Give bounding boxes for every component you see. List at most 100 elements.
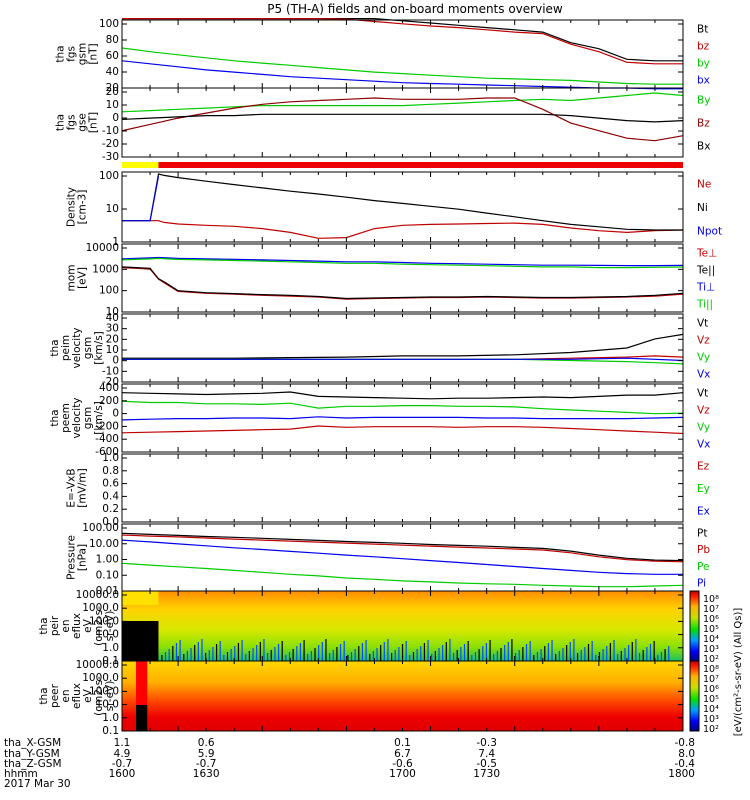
y-axis-label: tha bbox=[49, 409, 61, 426]
low-energy-stripe bbox=[252, 648, 254, 661]
y-tick-label: 0 bbox=[112, 112, 119, 124]
low-energy-stripe bbox=[234, 646, 236, 661]
low-energy-stripe bbox=[248, 651, 250, 661]
low-energy-stripe bbox=[613, 640, 615, 661]
low-energy-stripe bbox=[347, 655, 349, 661]
y-tick-label: 1000.0 bbox=[82, 602, 119, 614]
footer-value: -0.3 bbox=[476, 737, 497, 749]
y-tick-label: 1 bbox=[112, 236, 119, 248]
low-energy-stripe bbox=[267, 653, 269, 661]
footer-value: 0.1 bbox=[394, 737, 411, 749]
low-energy-stripe bbox=[358, 646, 360, 661]
legend-entry: Vt bbox=[697, 388, 708, 400]
low-energy-stripe bbox=[197, 642, 199, 661]
fgs_gse-series-line bbox=[121, 97, 684, 142]
y-axis-label: sr-eV) bbox=[104, 681, 116, 712]
colorbars: 10⁸10⁷10⁶10⁵10⁴10³10²10⁸10⁷10⁶10⁵10⁴10³1… bbox=[689, 590, 719, 735]
low-energy-stripe bbox=[427, 640, 429, 661]
mom_temp-series-line bbox=[121, 257, 684, 269]
footer-value: 5.9 bbox=[198, 748, 215, 760]
y-axis-label: eflux bbox=[71, 683, 83, 709]
low-energy-stripe bbox=[445, 642, 447, 661]
low-energy-stripe bbox=[296, 646, 298, 661]
peim_velocity-frame bbox=[121, 313, 684, 383]
y-axis-label: en bbox=[60, 689, 72, 702]
low-energy-stripe bbox=[230, 649, 232, 661]
efield-frame bbox=[121, 453, 684, 523]
y-tick-label: 20 bbox=[106, 333, 119, 345]
legend-entry: bz bbox=[697, 41, 710, 53]
colorbar-tick-label: 10⁵ bbox=[703, 624, 719, 635]
low-energy-stripe bbox=[372, 651, 374, 661]
low-energy-stripe bbox=[274, 647, 276, 661]
y-tick-label: 400 bbox=[99, 382, 119, 394]
footer-value: -0.7 bbox=[196, 758, 217, 770]
footer-row-label: hhmm bbox=[4, 768, 38, 780]
y-axis-label: eV bbox=[82, 688, 94, 702]
low-energy-stripe bbox=[332, 650, 334, 661]
low-energy-stripe bbox=[168, 649, 170, 661]
pressure-series-line bbox=[121, 534, 684, 563]
y-tick-label: 10 bbox=[106, 99, 119, 111]
mom_temp-series-line bbox=[121, 256, 684, 267]
low-energy-stripe bbox=[219, 641, 221, 661]
legend-entry: Te⊥ bbox=[696, 248, 717, 260]
colorbar-tick-label: 10⁶ bbox=[703, 684, 719, 695]
low-energy-stripe bbox=[452, 653, 455, 661]
y-axis-label: (cm2-s- bbox=[93, 676, 105, 716]
colorbar-label: [eV/(cm²-s-sr-eV) (All Qs)] bbox=[733, 608, 744, 737]
low-energy-stripe bbox=[270, 650, 272, 661]
low-energy-stripe bbox=[383, 642, 385, 661]
y-tick-label: 10 bbox=[106, 203, 119, 215]
low-energy-stripe bbox=[164, 652, 167, 661]
low-energy-stripe bbox=[390, 653, 393, 661]
peem_velocity-series-line bbox=[121, 391, 684, 400]
y-tick-label: 0.1 bbox=[102, 655, 119, 667]
y-tick-label: 200 bbox=[99, 395, 119, 407]
fgs_gsm_mag-series-line bbox=[122, 18, 683, 65]
y-tick-label: 20 bbox=[106, 86, 119, 98]
y-tick-label: 0.0 bbox=[102, 516, 119, 528]
low-energy-stripe bbox=[609, 643, 611, 661]
low-energy-stripe bbox=[183, 654, 185, 661]
high-energy-band bbox=[122, 591, 159, 605]
y-tick-label: 10 bbox=[106, 344, 119, 356]
low-energy-stripe bbox=[314, 648, 316, 661]
density-series-line bbox=[122, 220, 684, 239]
y-tick-label: 100 bbox=[99, 285, 119, 297]
density-series-line bbox=[122, 176, 160, 222]
low-energy-stripe bbox=[369, 654, 371, 661]
low-energy-stripe bbox=[500, 648, 502, 661]
low-energy-stripe bbox=[635, 639, 637, 661]
y-axis-label: sr-eV) bbox=[104, 611, 116, 642]
low-energy-stripe bbox=[471, 655, 473, 661]
footer-value: 1.1 bbox=[114, 737, 131, 749]
low-energy-stripe bbox=[412, 652, 415, 661]
low-energy-stripe bbox=[401, 644, 404, 661]
figure-title: P5 (TH-A) fields and on-board moments ov… bbox=[267, 2, 563, 16]
colorbar-tick-label: 10² bbox=[703, 654, 719, 665]
colorbar-tick-label: 10⁵ bbox=[703, 694, 719, 705]
low-energy-stripe bbox=[493, 654, 495, 661]
y-tick-label: 10000 bbox=[86, 242, 119, 254]
low-energy-stripe bbox=[511, 639, 513, 661]
low-energy-stripe bbox=[540, 649, 542, 661]
low-energy-stripe bbox=[212, 647, 214, 661]
peem_velocity-series-line bbox=[121, 416, 684, 421]
low-energy-stripe bbox=[668, 646, 670, 661]
legend-entry: By bbox=[697, 95, 710, 107]
y-tick-label: 0.2 bbox=[102, 503, 119, 515]
low-energy-stripe bbox=[518, 650, 520, 661]
low-energy-stripe bbox=[292, 649, 294, 661]
y-axis-label: fgs bbox=[66, 115, 78, 131]
low-energy-stripe bbox=[657, 655, 659, 661]
y-tick-label: 0.4 bbox=[102, 490, 119, 502]
y-tick-label: 100.00 bbox=[82, 522, 119, 534]
legend-entry: Ti|| bbox=[696, 299, 713, 311]
low-energy-stripe bbox=[318, 645, 320, 661]
low-energy-stripe bbox=[361, 643, 364, 661]
legend-entry: by bbox=[697, 58, 710, 70]
low-energy-stripe bbox=[237, 643, 240, 661]
